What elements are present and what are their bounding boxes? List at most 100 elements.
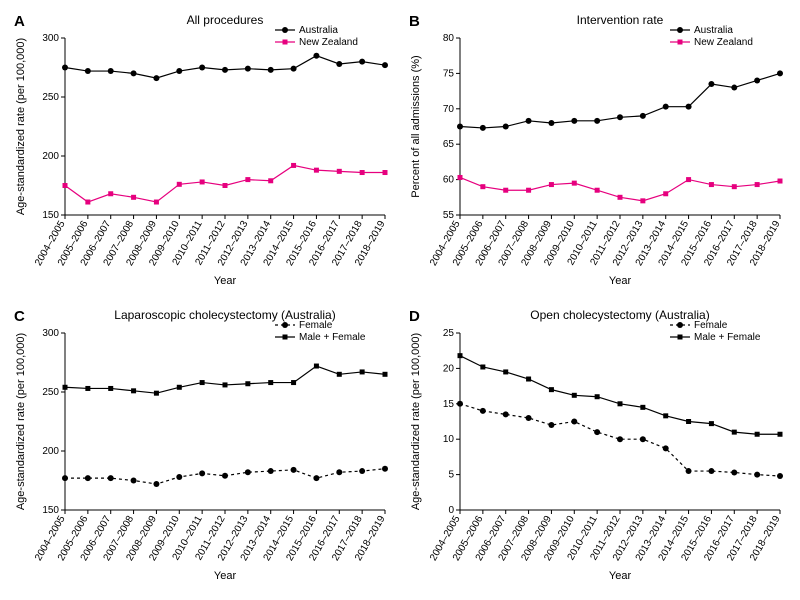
data-marker	[85, 475, 91, 481]
data-marker	[640, 436, 646, 442]
data-marker	[572, 393, 577, 398]
data-marker	[571, 118, 577, 124]
data-marker	[154, 200, 159, 205]
y-tick-label: 80	[443, 33, 455, 44]
y-tick-label: 10	[443, 434, 455, 445]
y-tick-label: 70	[443, 104, 455, 115]
data-marker	[85, 200, 90, 205]
y-tick-label: 25	[443, 328, 455, 339]
chart-grid: AAll procedures1502002503002004–20052005…	[10, 10, 790, 590]
data-marker	[549, 387, 554, 392]
y-tick-label: 200	[42, 446, 59, 457]
panel-letter: D	[409, 308, 420, 325]
data-marker	[382, 62, 388, 68]
data-marker	[314, 168, 319, 173]
data-marker	[618, 195, 623, 200]
data-marker	[663, 191, 668, 196]
x-axis-label: Year	[214, 275, 237, 287]
data-marker	[480, 408, 486, 414]
data-marker	[777, 473, 783, 479]
data-marker	[108, 191, 113, 196]
data-marker	[383, 170, 388, 175]
data-marker	[383, 372, 388, 377]
data-marker	[755, 182, 760, 187]
data-marker	[617, 436, 623, 442]
data-marker	[268, 178, 273, 183]
data-marker	[200, 380, 205, 385]
y-axis-label: Age-standardized rate (per 100,000)	[15, 38, 27, 215]
data-marker	[85, 68, 91, 74]
data-marker	[153, 75, 159, 81]
data-marker	[732, 184, 737, 189]
data-marker	[526, 118, 532, 124]
x-axis-label: Year	[609, 570, 632, 582]
data-marker	[245, 381, 250, 386]
data-marker	[62, 65, 68, 71]
data-marker	[62, 475, 68, 481]
data-marker	[200, 179, 205, 184]
data-marker	[686, 104, 692, 110]
data-marker	[754, 77, 760, 83]
y-tick-label: 200	[42, 151, 59, 162]
legend-label: New Zealand	[694, 37, 753, 48]
chart-title: Open cholecystectomy (Australia)	[530, 308, 709, 322]
data-marker	[337, 169, 342, 174]
data-marker	[153, 481, 159, 487]
data-marker	[708, 81, 714, 87]
data-marker	[313, 475, 319, 481]
data-marker	[457, 124, 463, 130]
panel-letter: A	[14, 13, 25, 30]
data-marker	[526, 415, 532, 421]
data-marker	[108, 475, 114, 481]
data-marker	[313, 53, 319, 59]
legend-label: Female	[299, 320, 333, 331]
series-line	[460, 356, 780, 435]
data-marker	[595, 188, 600, 193]
data-marker	[108, 386, 113, 391]
data-marker	[480, 364, 485, 369]
y-tick-label: 15	[443, 399, 455, 410]
panel-a: AAll procedures1502002503002004–20052005…	[10, 10, 395, 295]
panel-letter: C	[14, 308, 25, 325]
data-marker	[337, 372, 342, 377]
y-tick-label: 250	[42, 92, 59, 103]
panel-d: DOpen cholecystectomy (Australia)0510152…	[405, 305, 790, 590]
data-marker	[291, 467, 297, 473]
data-marker	[617, 114, 623, 120]
data-marker	[732, 430, 737, 435]
data-marker	[640, 405, 645, 410]
data-marker	[223, 183, 228, 188]
data-marker	[571, 419, 577, 425]
y-tick-label: 300	[42, 33, 59, 44]
data-marker	[708, 468, 714, 474]
data-marker	[222, 473, 228, 479]
data-marker	[572, 181, 577, 186]
data-marker	[131, 478, 137, 484]
chart-title: Intervention rate	[577, 13, 664, 27]
data-marker	[663, 413, 668, 418]
y-tick-label: 300	[42, 328, 59, 339]
data-marker	[222, 67, 228, 73]
y-tick-label: 5	[448, 470, 454, 481]
data-marker	[595, 394, 600, 399]
y-axis-label: Age-standardized rate (per 100,000)	[410, 333, 422, 510]
data-marker	[131, 388, 136, 393]
legend-label: Australia	[694, 25, 733, 36]
data-marker	[731, 85, 737, 91]
data-marker	[336, 61, 342, 67]
data-marker	[480, 184, 485, 189]
data-marker	[503, 124, 509, 130]
data-marker	[245, 469, 251, 475]
legend-label: New Zealand	[299, 37, 358, 48]
data-marker	[458, 175, 463, 180]
data-marker	[63, 183, 68, 188]
data-marker	[548, 120, 554, 126]
data-marker	[177, 182, 182, 187]
data-marker	[131, 70, 137, 76]
data-marker	[663, 445, 669, 451]
data-marker	[176, 68, 182, 74]
data-marker	[503, 411, 509, 417]
data-marker	[245, 177, 250, 182]
data-marker	[457, 401, 463, 407]
data-marker	[268, 380, 273, 385]
